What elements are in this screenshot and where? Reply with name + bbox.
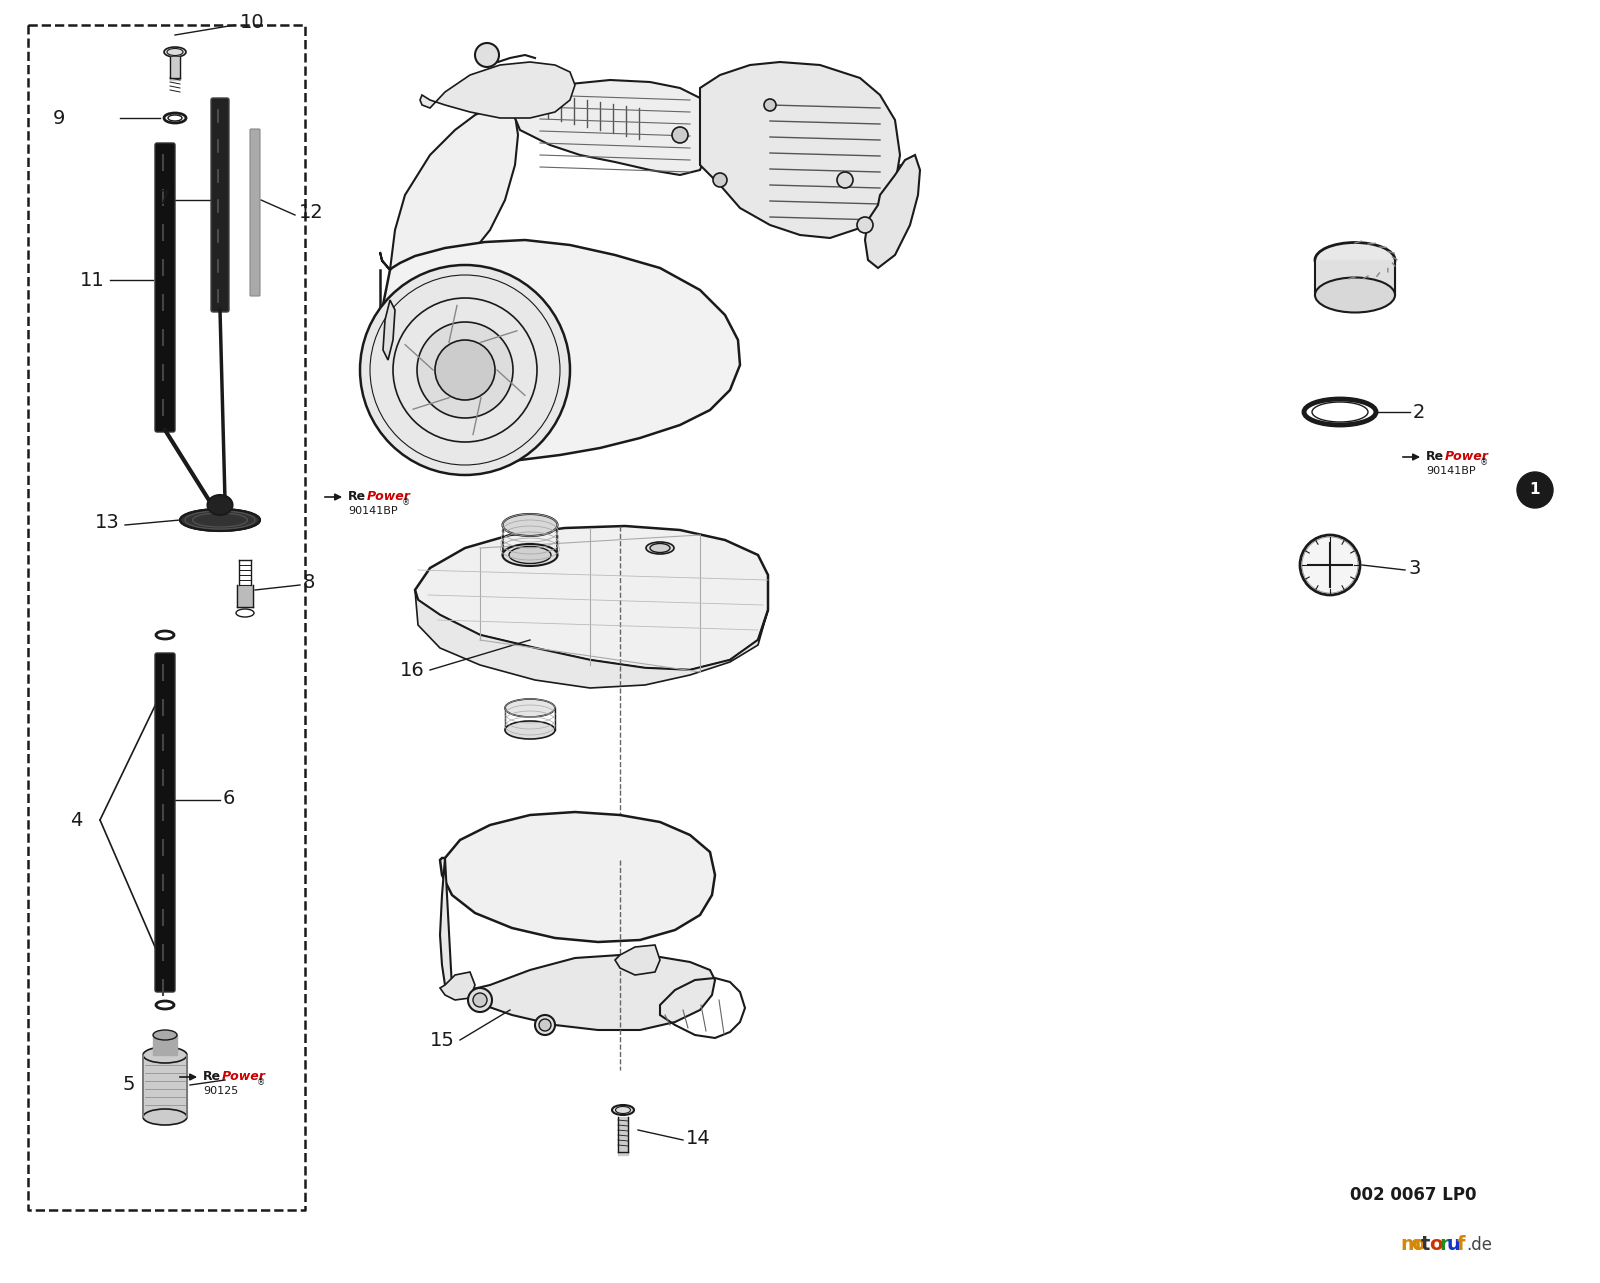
Ellipse shape xyxy=(502,514,557,536)
Text: Power: Power xyxy=(366,490,411,503)
Text: .de: .de xyxy=(1466,1236,1491,1253)
Text: 3: 3 xyxy=(1408,558,1421,577)
Text: 12: 12 xyxy=(299,204,323,222)
Circle shape xyxy=(765,99,776,112)
Ellipse shape xyxy=(646,541,674,554)
Ellipse shape xyxy=(611,1105,634,1115)
Polygon shape xyxy=(381,106,518,280)
Text: o: o xyxy=(1429,1236,1443,1255)
Polygon shape xyxy=(419,62,574,118)
Circle shape xyxy=(418,322,514,418)
Text: ®: ® xyxy=(258,1079,266,1088)
Text: Re: Re xyxy=(203,1070,221,1084)
FancyBboxPatch shape xyxy=(250,130,259,296)
Polygon shape xyxy=(440,812,715,942)
Text: 1: 1 xyxy=(1530,482,1541,498)
Circle shape xyxy=(1299,535,1360,595)
Text: o: o xyxy=(1411,1236,1424,1255)
Text: Power: Power xyxy=(1445,450,1490,463)
Text: r: r xyxy=(1438,1236,1448,1255)
Ellipse shape xyxy=(165,47,186,56)
Circle shape xyxy=(360,266,570,475)
Text: 2: 2 xyxy=(1413,403,1426,422)
Text: m: m xyxy=(1400,1236,1421,1255)
Ellipse shape xyxy=(1315,242,1395,277)
Polygon shape xyxy=(866,155,920,268)
Ellipse shape xyxy=(179,509,259,531)
Circle shape xyxy=(474,993,486,1007)
Text: Re: Re xyxy=(1426,450,1445,463)
Text: 4: 4 xyxy=(70,811,82,830)
Text: Power: Power xyxy=(222,1070,266,1084)
Circle shape xyxy=(837,172,853,189)
Circle shape xyxy=(858,217,874,234)
Circle shape xyxy=(435,340,494,400)
Text: f: f xyxy=(1458,1236,1466,1255)
Ellipse shape xyxy=(1315,277,1395,313)
Polygon shape xyxy=(440,858,715,1030)
Text: 7: 7 xyxy=(158,189,170,208)
Polygon shape xyxy=(414,526,768,670)
Circle shape xyxy=(475,44,499,67)
Circle shape xyxy=(1517,472,1554,508)
Text: 5: 5 xyxy=(123,1075,134,1094)
Ellipse shape xyxy=(650,544,670,553)
Polygon shape xyxy=(440,973,475,999)
Circle shape xyxy=(672,127,688,142)
FancyBboxPatch shape xyxy=(155,142,174,432)
Ellipse shape xyxy=(502,544,557,566)
Text: 002 0067 LP0: 002 0067 LP0 xyxy=(1350,1185,1477,1203)
Ellipse shape xyxy=(142,1109,187,1125)
Ellipse shape xyxy=(506,699,555,717)
Text: t: t xyxy=(1421,1236,1430,1255)
Circle shape xyxy=(714,173,726,187)
Polygon shape xyxy=(614,946,661,975)
Text: ®: ® xyxy=(1480,458,1488,467)
Text: 8: 8 xyxy=(302,574,315,593)
FancyBboxPatch shape xyxy=(155,653,174,992)
Text: 10: 10 xyxy=(240,14,264,32)
Text: 6: 6 xyxy=(222,789,235,807)
Text: ®: ® xyxy=(402,499,410,508)
Polygon shape xyxy=(381,240,739,462)
Polygon shape xyxy=(414,575,768,688)
Text: 90141BP: 90141BP xyxy=(349,506,398,516)
Text: 13: 13 xyxy=(96,513,120,532)
Polygon shape xyxy=(701,62,899,239)
Ellipse shape xyxy=(509,547,550,563)
Circle shape xyxy=(467,988,493,1012)
Text: 16: 16 xyxy=(400,661,426,680)
Ellipse shape xyxy=(208,495,232,514)
Text: 9: 9 xyxy=(53,109,66,127)
Ellipse shape xyxy=(142,1047,187,1064)
Circle shape xyxy=(539,1019,550,1032)
Text: 90125: 90125 xyxy=(203,1085,238,1096)
Text: Re: Re xyxy=(349,490,366,503)
Circle shape xyxy=(534,1015,555,1035)
Ellipse shape xyxy=(506,721,555,739)
Text: 15: 15 xyxy=(430,1030,454,1049)
Polygon shape xyxy=(382,300,395,361)
Text: 90141BP: 90141BP xyxy=(1426,466,1475,476)
Ellipse shape xyxy=(154,1030,178,1041)
Text: u: u xyxy=(1446,1236,1461,1255)
Text: 11: 11 xyxy=(80,271,106,290)
FancyBboxPatch shape xyxy=(211,98,229,312)
Text: 14: 14 xyxy=(686,1129,710,1147)
Polygon shape xyxy=(510,80,710,174)
